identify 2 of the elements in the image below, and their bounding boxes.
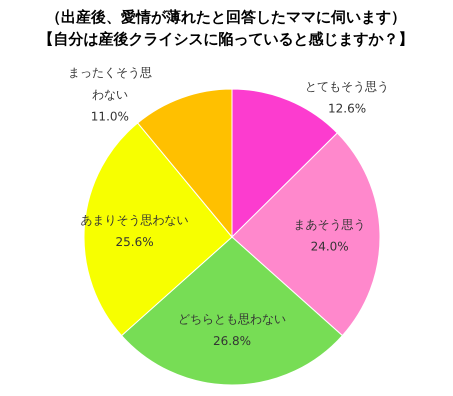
chart-title: （出産後、愛情が薄れたと回答したママに伺います） — [46, 8, 406, 26]
chart-subtitle: 【自分は産後クライシスに陥っていると感じますか？】 — [38, 30, 414, 48]
